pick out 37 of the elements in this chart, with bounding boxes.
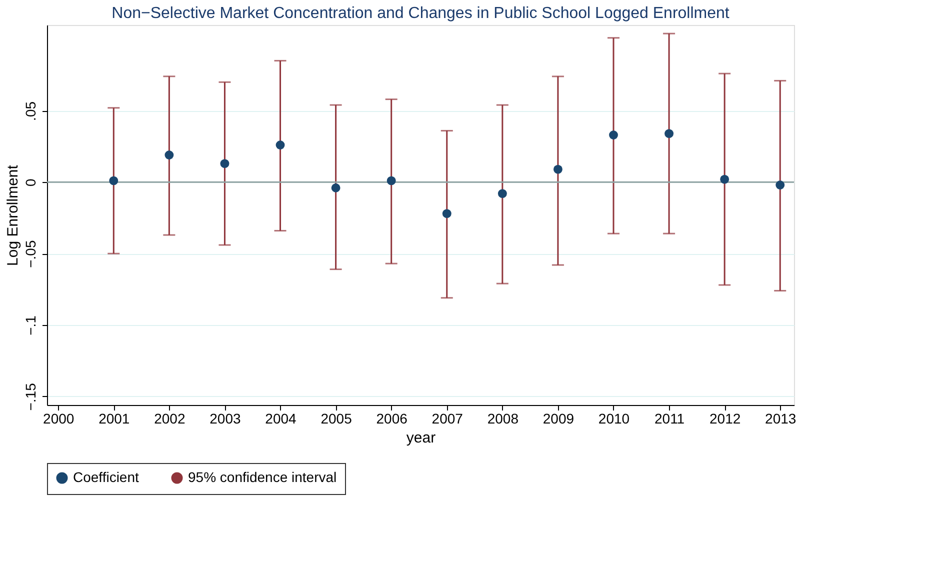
x-tick-label: 2007 xyxy=(432,410,464,426)
x-tick-label: 2006 xyxy=(376,410,408,426)
x-tick-label: 2013 xyxy=(765,410,796,426)
point xyxy=(276,140,285,150)
point xyxy=(220,159,230,168)
x-tick-label: 2010 xyxy=(598,410,630,426)
x-tick-label: 2005 xyxy=(320,410,352,426)
y-tick-label: 0 xyxy=(22,178,38,187)
y-tick-label: −.1 xyxy=(22,315,38,336)
x-tick-label: 2008 xyxy=(487,410,519,426)
x-tick-label: 2011 xyxy=(654,410,685,426)
chart-title: Non−Selective Market Concentration and Changes in Public School Logged Enrollment xyxy=(112,5,730,22)
point xyxy=(609,130,618,140)
legend-label: Coefficient xyxy=(73,469,139,485)
point xyxy=(498,189,507,198)
x-tick-label: 2001 xyxy=(98,410,130,426)
point xyxy=(720,174,730,184)
point xyxy=(331,183,340,192)
x-tick-label: 2009 xyxy=(542,410,574,426)
y-axis-title: Log Enrollment xyxy=(4,164,22,266)
x-tick-label: 2012 xyxy=(710,410,741,426)
x-axis-title: year xyxy=(406,430,436,446)
legend-label: 95% confidence interval xyxy=(188,469,337,485)
x-tick-label: 2004 xyxy=(265,410,297,426)
y-tick-label: −.05 xyxy=(22,240,38,268)
x-tick-label: 2003 xyxy=(210,410,242,426)
point xyxy=(553,164,562,174)
x-tick-label: 2000 xyxy=(43,410,74,426)
y-tick-label: .05 xyxy=(22,101,38,121)
y-tick-label: −.15 xyxy=(22,382,38,411)
point xyxy=(442,209,452,218)
point xyxy=(776,180,785,190)
point xyxy=(164,150,174,160)
point xyxy=(664,129,674,138)
point xyxy=(109,176,118,186)
x-tick-label: 2002 xyxy=(154,410,186,426)
point xyxy=(386,176,396,186)
